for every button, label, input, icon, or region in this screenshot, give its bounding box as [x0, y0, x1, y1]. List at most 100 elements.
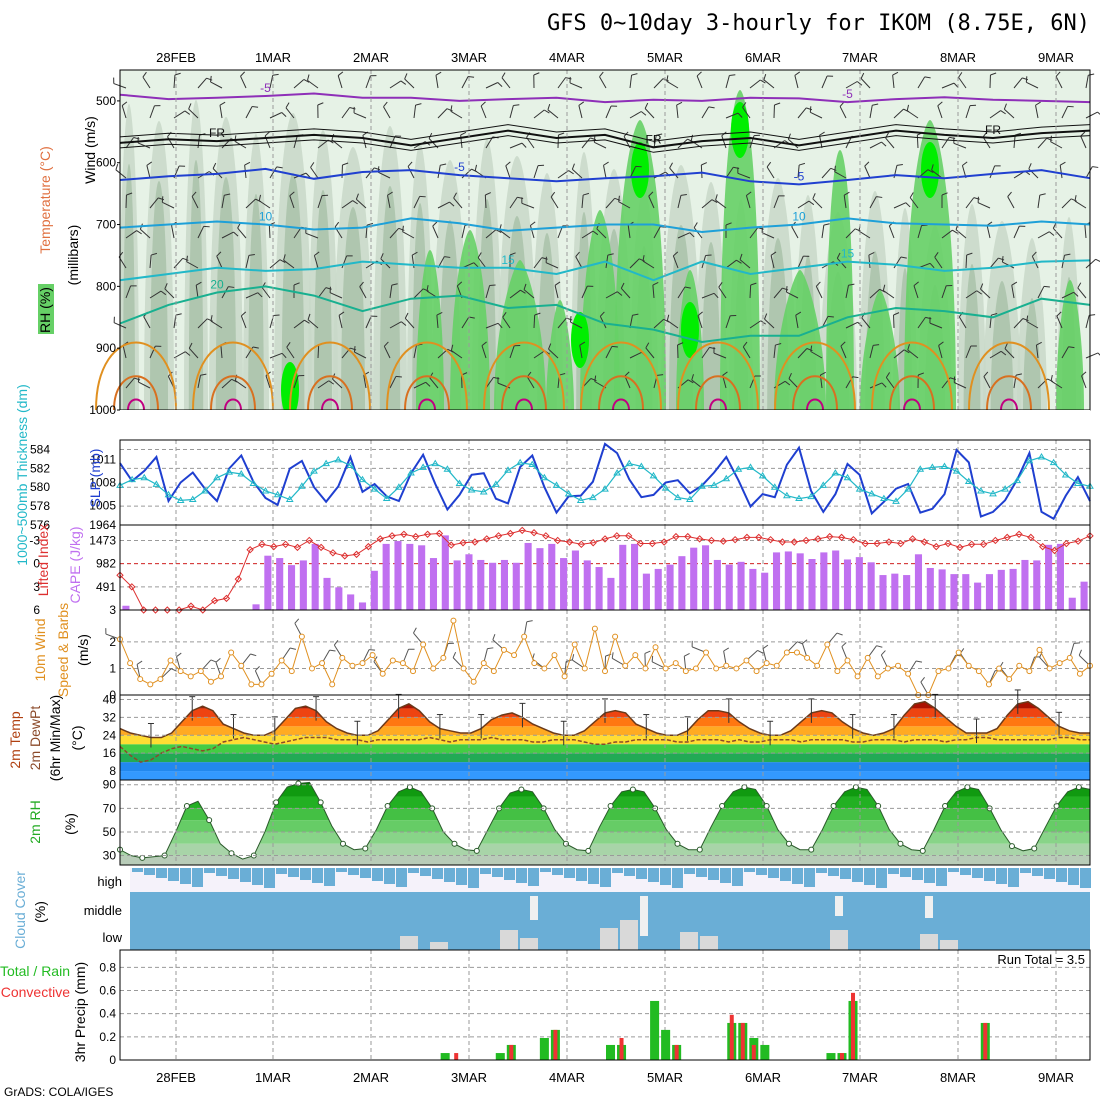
wind-barb — [958, 72, 967, 89]
wind-barb — [864, 161, 871, 179]
barb-shaft — [240, 76, 247, 89]
barb-flag — [422, 288, 429, 292]
barb-shaft — [269, 166, 278, 179]
barb-shaft — [797, 107, 807, 119]
barb-flag — [186, 255, 188, 262]
barb-flag — [548, 343, 552, 350]
barb-shaft — [742, 346, 751, 359]
barb-flag — [693, 222, 698, 228]
wind-barb — [605, 345, 618, 359]
thickness-point — [1013, 476, 1022, 484]
wind-barb — [1050, 135, 1063, 149]
isotherm-hot-loop — [127, 398, 145, 411]
li-point — [305, 536, 313, 545]
barb-flag — [662, 78, 669, 82]
cape-bar — [725, 564, 733, 610]
wind-barb — [620, 282, 631, 299]
label-minmax: (6hr Min/Max) — [47, 695, 63, 781]
wind-barb — [773, 102, 781, 119]
barb-shaft — [188, 348, 199, 359]
barb-flag — [1036, 341, 1042, 346]
wind-barb — [554, 281, 561, 299]
thickness-point — [540, 473, 549, 481]
thickness-point — [831, 469, 840, 476]
barb-flag — [836, 252, 841, 259]
barb-flag — [210, 315, 213, 322]
label-rh2m-unit: (%) — [62, 813, 78, 835]
temp-band — [120, 735, 1090, 745]
barb-shaft — [338, 315, 343, 329]
cape-bar — [938, 569, 946, 610]
barb-shaft — [533, 109, 545, 119]
li-point — [636, 539, 645, 548]
wind-barb — [161, 196, 175, 209]
barb-shaft — [581, 230, 594, 239]
barb-flag — [705, 254, 712, 257]
isotherm-line — [119, 124, 1091, 142]
barb-flag — [763, 73, 767, 80]
cloud-high-bar — [792, 868, 803, 884]
barb-flag — [1073, 291, 1079, 297]
wind-barb — [533, 312, 541, 329]
cape-bar — [287, 565, 296, 610]
barb-flag — [216, 251, 222, 257]
cloud-high-bar — [804, 868, 815, 887]
barb-flag — [142, 71, 147, 78]
isotherm-line — [119, 92, 1091, 104]
day-label-top: 1MAR — [255, 50, 291, 65]
barb-shaft — [1013, 77, 1023, 89]
wind-barb — [677, 286, 691, 299]
day-label-bottom: 4MAR — [549, 1070, 585, 1085]
cape-bar — [1068, 597, 1076, 610]
barb-shaft — [749, 284, 752, 299]
barb-shaft — [1077, 287, 1087, 299]
thickness-point — [940, 462, 949, 469]
barb-flag — [1028, 163, 1032, 170]
cloud-high-bar — [252, 868, 263, 885]
wind-barb — [402, 225, 415, 239]
wind-barb — [461, 76, 475, 89]
cape-bar — [642, 573, 650, 610]
barb-shaft — [581, 285, 588, 299]
cloud-low-patch — [430, 942, 448, 950]
wind-speed-point — [430, 665, 437, 672]
rh-point — [852, 784, 859, 791]
barb-shaft — [413, 381, 426, 389]
wind-speed-point — [844, 657, 851, 664]
barb-flag — [550, 191, 556, 198]
barb-flag — [757, 649, 764, 654]
cloud-high-bar — [312, 868, 323, 883]
rh-point — [808, 846, 815, 853]
barb-shaft — [173, 110, 186, 119]
wind-barb — [676, 101, 683, 119]
wind-barb — [387, 191, 393, 209]
barb-shaft — [505, 165, 511, 179]
barb-flag — [645, 342, 650, 349]
barb-flag — [934, 252, 939, 258]
barb-shaft — [122, 345, 127, 359]
barb-shaft — [171, 225, 175, 239]
barb-flag — [854, 228, 861, 232]
day-label-bottom: 1MAR — [255, 1070, 291, 1085]
isotherm-warm-loop — [889, 375, 935, 411]
isotherm-warm-loop — [677, 341, 759, 411]
thickness-point — [601, 485, 609, 492]
barb-shaft — [545, 262, 559, 269]
wind-barb — [283, 254, 295, 269]
rh-point — [406, 784, 413, 791]
slp-line — [119, 442, 1091, 521]
cape-bar — [1056, 543, 1064, 610]
wind-barb — [941, 284, 953, 299]
barb-shaft — [1013, 135, 1016, 149]
wind-barb — [149, 290, 167, 299]
wind-barb — [146, 161, 153, 179]
wind-barb — [240, 71, 247, 89]
barb-shaft — [404, 318, 415, 329]
barb-shaft — [389, 285, 393, 299]
day-label-top: 4MAR — [549, 50, 585, 65]
barb-shaft — [669, 167, 679, 179]
day-label-top: 6MAR — [745, 50, 781, 65]
cape-bar — [548, 543, 556, 610]
barb-shaft — [701, 347, 710, 359]
wind-barb — [677, 193, 687, 209]
